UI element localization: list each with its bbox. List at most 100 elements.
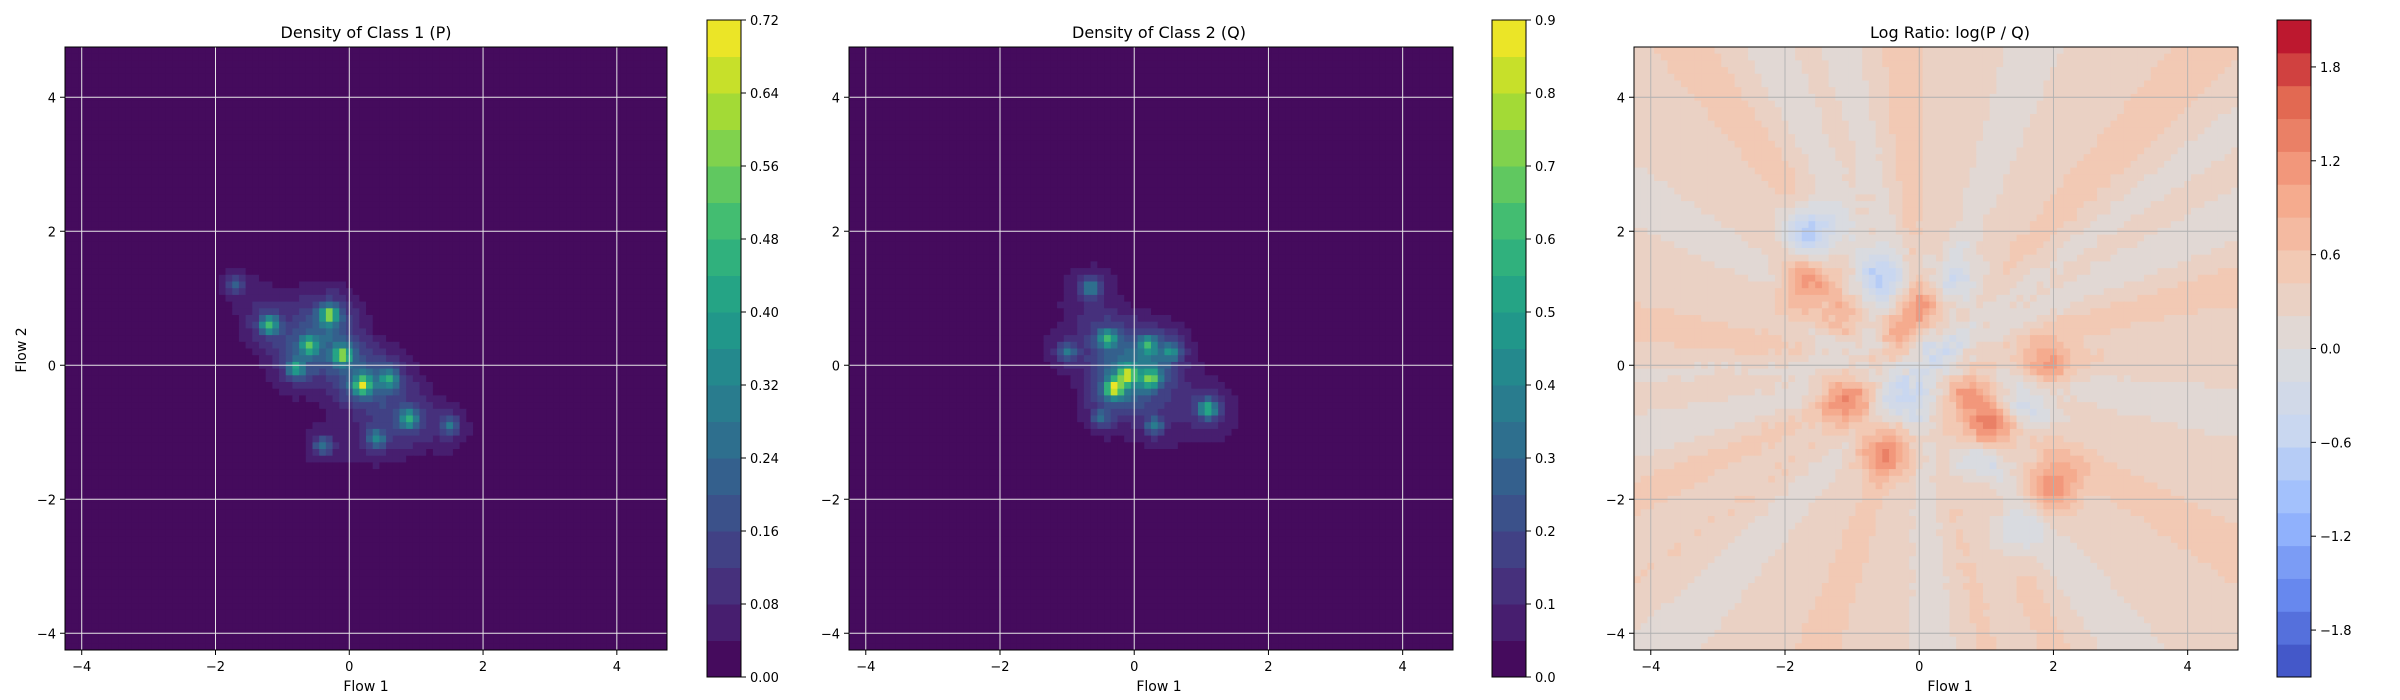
y-tick-label: −4 <box>1606 627 1625 642</box>
colorbar-segment <box>1492 531 1526 568</box>
plot-area <box>1633 46 2239 651</box>
x-tick-label: −4 <box>1641 660 1660 675</box>
colorbar-tick-label: 0.4 <box>1535 379 1556 394</box>
axis-ticks: −4 −2 0 2 4 −4 −2 0 2 4 <box>1606 91 2192 675</box>
panel-class2-density: Density of Class 2 (Q) −4 −2 0 2 4 −4 −2 0 2 4 Fl… <box>821 14 1556 695</box>
colorbar-segment <box>2277 282 2311 317</box>
colorbar-segment <box>1492 166 1526 203</box>
colorbar-segment <box>707 531 741 568</box>
colorbar-segment <box>707 56 741 94</box>
y-tick-label: 4 <box>1617 91 1625 106</box>
colorbar-segment <box>1492 458 1526 495</box>
plot-area <box>848 46 1454 651</box>
panel-class1-density: Density of Class 1 (P) −4 −2 0 2 4 −4 −2 0 2 4 Fl… <box>14 14 779 695</box>
x-tick-label: 2 <box>1264 660 1272 675</box>
colorbar-tick-label: 0.16 <box>750 525 779 540</box>
colorbar-segment <box>2277 414 2311 448</box>
colorbar-segment <box>2277 348 2311 382</box>
colorbar-tick-label: 0.0 <box>1535 671 1556 686</box>
panel-title: Density of Class 1 (P) <box>281 23 452 42</box>
colorbar-tick-label: 0.40 <box>750 306 779 321</box>
y-tick-label: 2 <box>832 225 840 240</box>
y-tick-label: 4 <box>48 91 56 106</box>
x-tick-label: 2 <box>2049 660 2057 675</box>
heatmap-field <box>849 47 1453 650</box>
colorbar-segment <box>707 385 741 422</box>
colorbar-segment <box>707 494 741 532</box>
colorbar-tick-label: 0.48 <box>750 233 779 248</box>
colorbar-tick-label: 0.72 <box>750 14 779 29</box>
y-tick-label: −2 <box>821 493 840 508</box>
colorbar-segment <box>2277 184 2311 218</box>
colorbar-tick-label: 0.24 <box>750 452 779 467</box>
y-tick-label: 2 <box>1617 225 1625 240</box>
colorbar-segment <box>1492 239 1526 276</box>
colorbar-tick-label: 1.2 <box>2320 155 2341 170</box>
y-tick-label: 0 <box>1617 359 1625 374</box>
y-tick-label: −4 <box>37 627 56 642</box>
x-axis-label: Flow 1 <box>1927 679 1972 695</box>
panel-title: Density of Class 2 (Q) <box>1072 23 1246 42</box>
colorbar-segment <box>2277 381 2311 415</box>
colorbar-frame <box>1491 19 1527 678</box>
colorbar-segment <box>2277 85 2311 120</box>
y-tick-label: 0 <box>832 359 840 374</box>
colorbar-segment <box>707 129 741 167</box>
colorbar-segment <box>707 166 741 203</box>
colorbar-segment <box>707 604 741 641</box>
plot-frame <box>64 46 668 651</box>
panel-log-ratio: Log Ratio: log(P / Q) −4 −2 0 2 4 −4 −2 0 2 4 Flo… <box>1606 19 2352 695</box>
colorbar-segment <box>1492 312 1526 349</box>
colorbar-segment <box>2277 447 2311 481</box>
colorbar-frame <box>706 19 742 678</box>
colorbar-tick-label: −0.6 <box>2320 436 2352 451</box>
y-axis-label: Flow 2 <box>14 327 30 372</box>
colorbar-segment <box>2277 315 2311 349</box>
y-tick-label: 4 <box>832 91 840 106</box>
colorbar-segment <box>1492 20 1526 57</box>
x-tick-label: 0 <box>1915 660 1923 675</box>
colorbar-segment <box>707 312 741 349</box>
colorbar-segment <box>2277 611 2311 645</box>
colorbar-tick-label: −1.2 <box>2320 530 2352 545</box>
panel-title: Log Ratio: log(P / Q) <box>1870 23 2030 42</box>
colorbar-segment <box>2277 20 2311 54</box>
colorbar-segment <box>707 275 741 313</box>
colorbar-segment <box>1492 93 1526 130</box>
colorbar-segment <box>1492 348 1526 386</box>
colorbar-segment <box>1492 494 1526 532</box>
colorbar-segment <box>707 458 741 495</box>
x-tick-label: 4 <box>2184 660 2192 675</box>
colorbar-segment <box>2277 151 2311 185</box>
colorbar-tick-label: 1.8 <box>2320 61 2341 76</box>
axis-ticks: −4 −2 0 2 4 −4 −2 0 2 4 <box>37 91 621 675</box>
colorbar-segment <box>2277 644 2311 678</box>
colorbar-tick-label: −1.8 <box>2320 624 2352 639</box>
colorbar-segment <box>2277 217 2311 251</box>
x-axis-label: Flow 1 <box>343 679 388 695</box>
x-axis-label: Flow 1 <box>1136 679 1181 695</box>
colorbar-segment <box>2277 545 2311 579</box>
colorbar-tick-label: 0.3 <box>1535 452 1556 467</box>
colorbar-tick-label: 0.7 <box>1535 160 1556 175</box>
y-tick-label: −2 <box>37 493 56 508</box>
colorbar-tick-label: 0.2 <box>1535 525 1556 540</box>
colorbar-segment <box>2277 512 2311 547</box>
colorbar-tick-label: 0.8 <box>1535 87 1556 102</box>
colorbar-segment <box>707 93 741 130</box>
colorbar-segment <box>707 421 741 459</box>
colorbar-segment <box>2277 479 2311 514</box>
axis-ticks: −4 −2 0 2 4 −4 −2 0 2 4 <box>821 91 1407 675</box>
colorbar: 0.00 0.08 0.16 0.24 0.32 0.40 0.48 0.56 0.64 0.72 <box>706 14 779 686</box>
y-tick-label: 2 <box>48 225 56 240</box>
heatmap-field <box>65 47 667 650</box>
colorbar-segment <box>707 239 741 276</box>
colorbar-segment <box>707 567 741 605</box>
colorbar-tick-label: 0.9 <box>1535 14 1556 29</box>
colorbar-segment <box>1492 56 1526 94</box>
heatmap-field <box>1634 47 2238 650</box>
colorbar-segment <box>1492 421 1526 459</box>
y-tick-label: 0 <box>48 359 56 374</box>
colorbar-tick-label: 0.32 <box>750 379 779 394</box>
